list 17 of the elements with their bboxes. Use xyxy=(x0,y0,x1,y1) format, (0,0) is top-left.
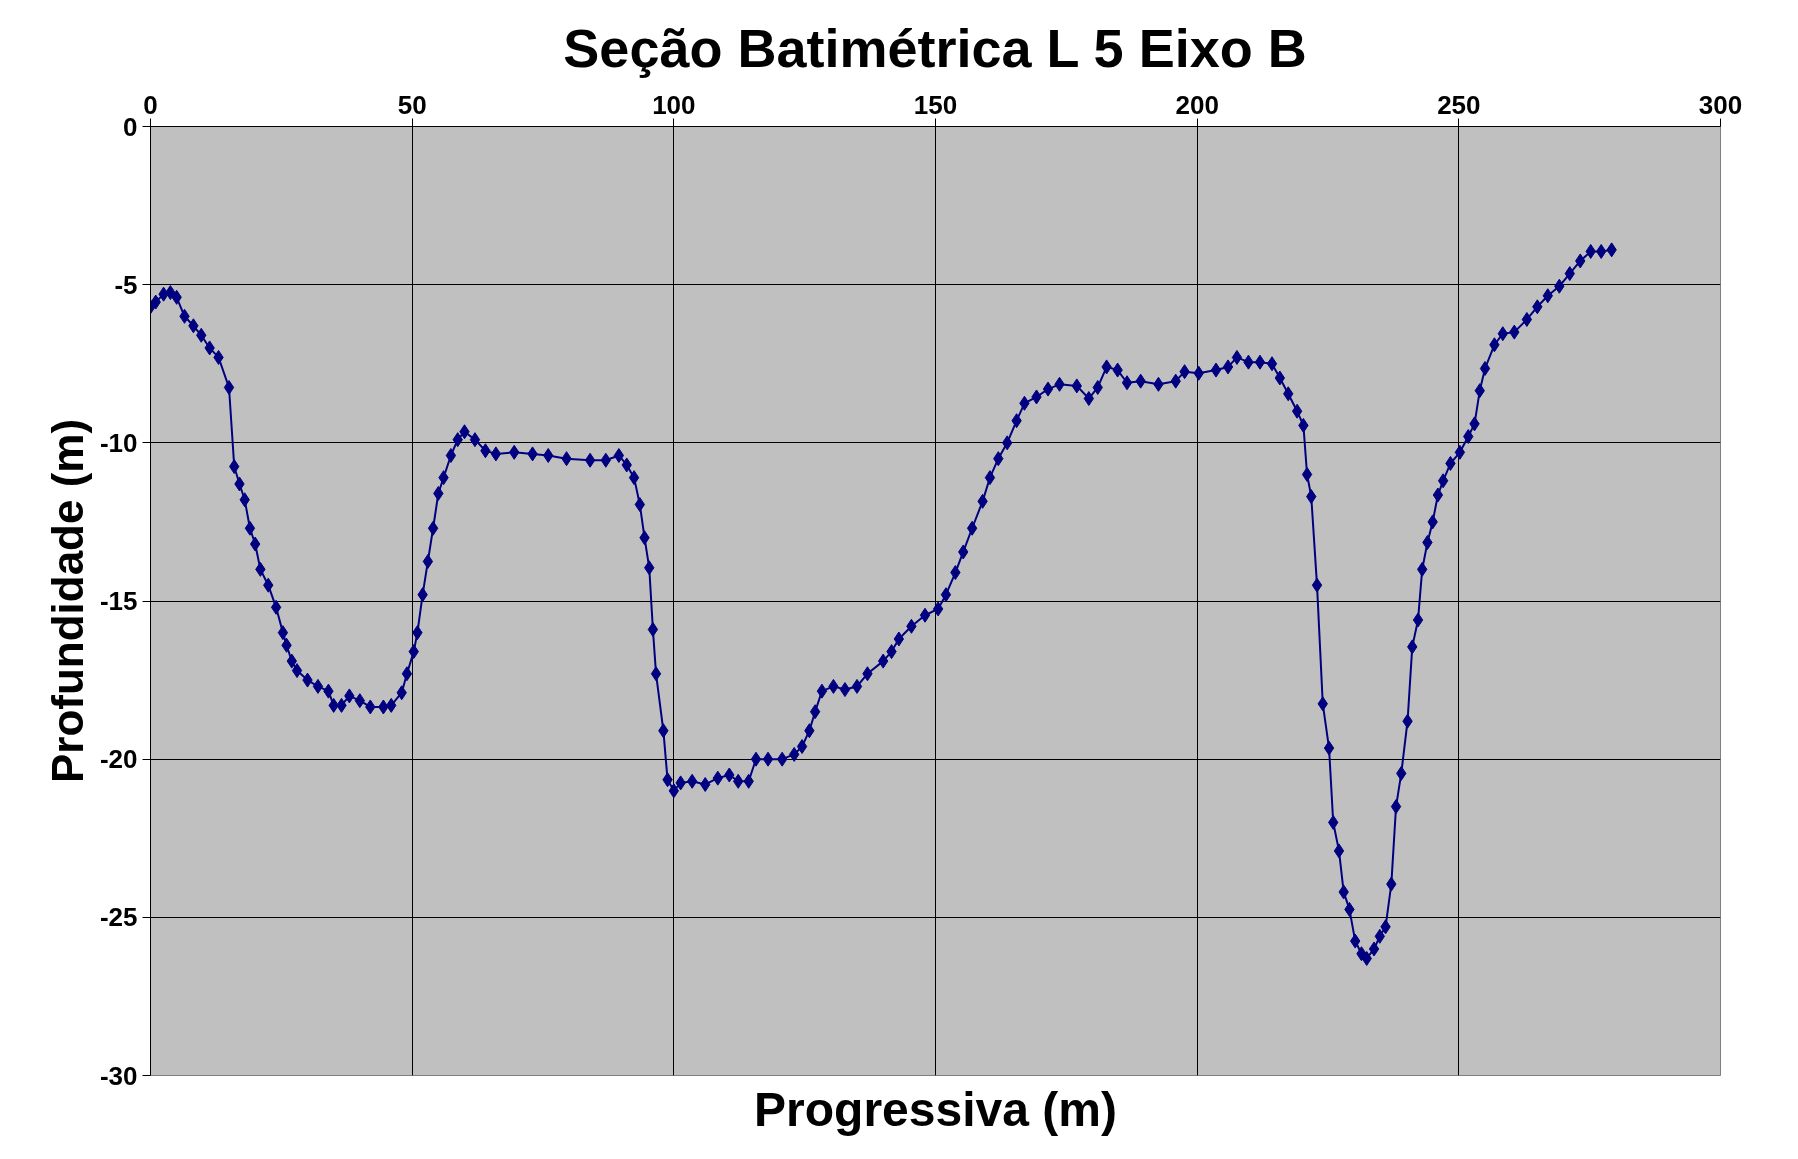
x-tick-label: 300 xyxy=(1698,89,1743,120)
x-tick-label: 50 xyxy=(397,89,427,120)
y-tick-label: -5 xyxy=(114,269,138,300)
y-axis-title: Profundidade (m) xyxy=(42,418,92,784)
chart-title: Seção Batimétrica L 5 Eixo B xyxy=(563,17,1307,78)
x-tick-label: 200 xyxy=(1175,89,1219,120)
y-tick-label: -30 xyxy=(99,1060,138,1091)
x-tick-label: 100 xyxy=(652,89,696,120)
y-tick-label: -10 xyxy=(99,427,138,458)
y-tick-label: -20 xyxy=(99,744,138,775)
x-tick-label: 150 xyxy=(913,89,958,120)
y-tick-label: 0 xyxy=(123,111,138,142)
y-tick-label: -15 xyxy=(99,586,138,616)
x-tick-label: 250 xyxy=(1437,89,1481,120)
y-tick-label: -25 xyxy=(99,902,138,933)
x-axis-title: Progressiva (m) xyxy=(754,1082,1117,1136)
x-tick-label: 0 xyxy=(143,89,158,120)
